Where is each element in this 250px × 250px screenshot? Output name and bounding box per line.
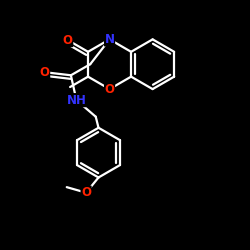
Text: N: N	[104, 33, 115, 46]
Text: O: O	[104, 82, 115, 96]
Text: NH: NH	[66, 94, 86, 107]
Text: O: O	[40, 66, 50, 79]
Text: O: O	[63, 34, 73, 46]
Text: O: O	[81, 186, 91, 199]
